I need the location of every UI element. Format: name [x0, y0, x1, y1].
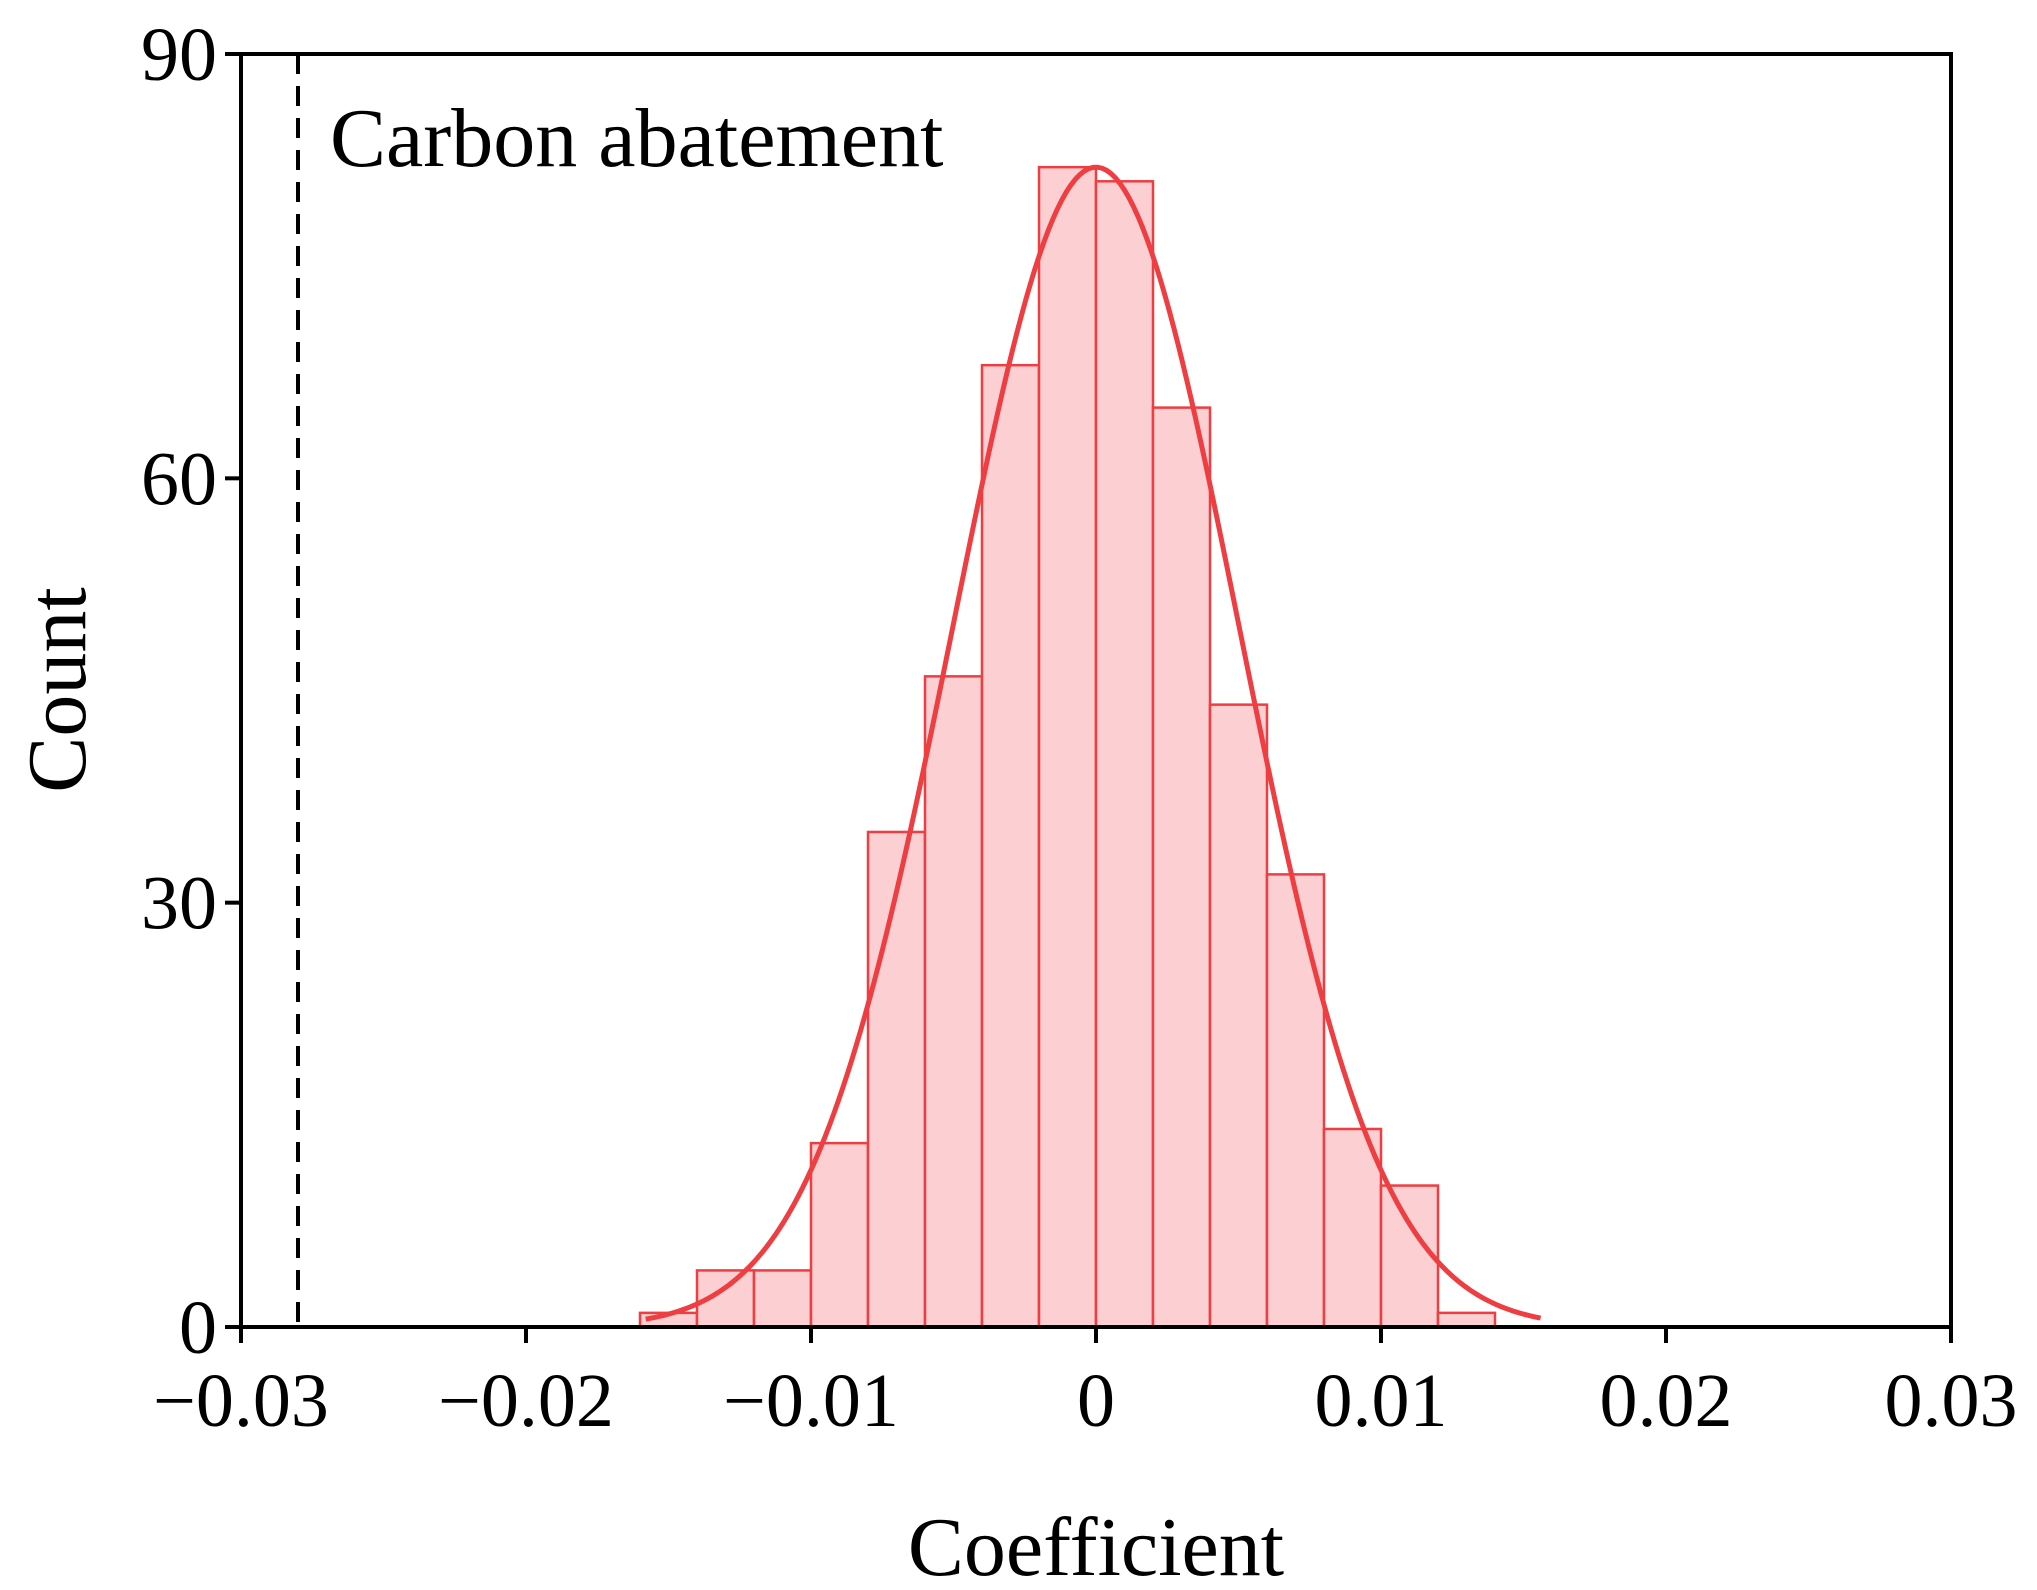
x-tick-label: −0.01: [723, 1359, 899, 1443]
histogram-bar-11: [1265, 873, 1326, 1329]
y-axis-title: Count: [11, 587, 104, 792]
x-tick-label: −0.02: [438, 1359, 614, 1443]
histogram-bar-9: [1151, 406, 1212, 1329]
x-tick-label: 0.02: [1600, 1359, 1733, 1443]
histogram-bars: [638, 165, 1497, 1329]
normal-fit-curve: [645, 164, 1542, 1322]
y-axis: 0 30 60 90: [141, 13, 241, 1370]
y-tick-label: 90: [141, 13, 217, 97]
x-tick-label: 0: [1077, 1359, 1115, 1443]
histogram-bar-10: [1208, 703, 1269, 1329]
histogram-bar-7: [1037, 165, 1098, 1329]
histogram-bar-4: [866, 830, 927, 1329]
histogram-bar-12: [1322, 1127, 1383, 1329]
carbon-abatement-label: Carbon abatement: [330, 92, 943, 185]
x-axis-title: Coefficient: [908, 1501, 1284, 1590]
x-tick-label: 0.01: [1315, 1359, 1448, 1443]
histogram-bar-14: [1436, 1311, 1497, 1329]
y-tick-label: 60: [141, 437, 217, 521]
histogram-bar-6: [980, 363, 1041, 1329]
x-tick-label: 0.03: [1885, 1359, 2018, 1443]
histogram-bar-2: [752, 1269, 813, 1329]
histogram-bar-5: [923, 675, 984, 1329]
y-tick-label: 0: [179, 1286, 217, 1370]
x-axis: −0.03 −0.02 −0.01 0 0.01 0.02 0.03: [153, 1327, 2018, 1443]
x-tick-label: −0.03: [153, 1359, 329, 1443]
histogram-bar-3: [809, 1141, 870, 1329]
histogram-bar-13: [1379, 1184, 1440, 1329]
y-tick-label: 30: [141, 862, 217, 946]
histogram-bar-8: [1094, 180, 1155, 1329]
